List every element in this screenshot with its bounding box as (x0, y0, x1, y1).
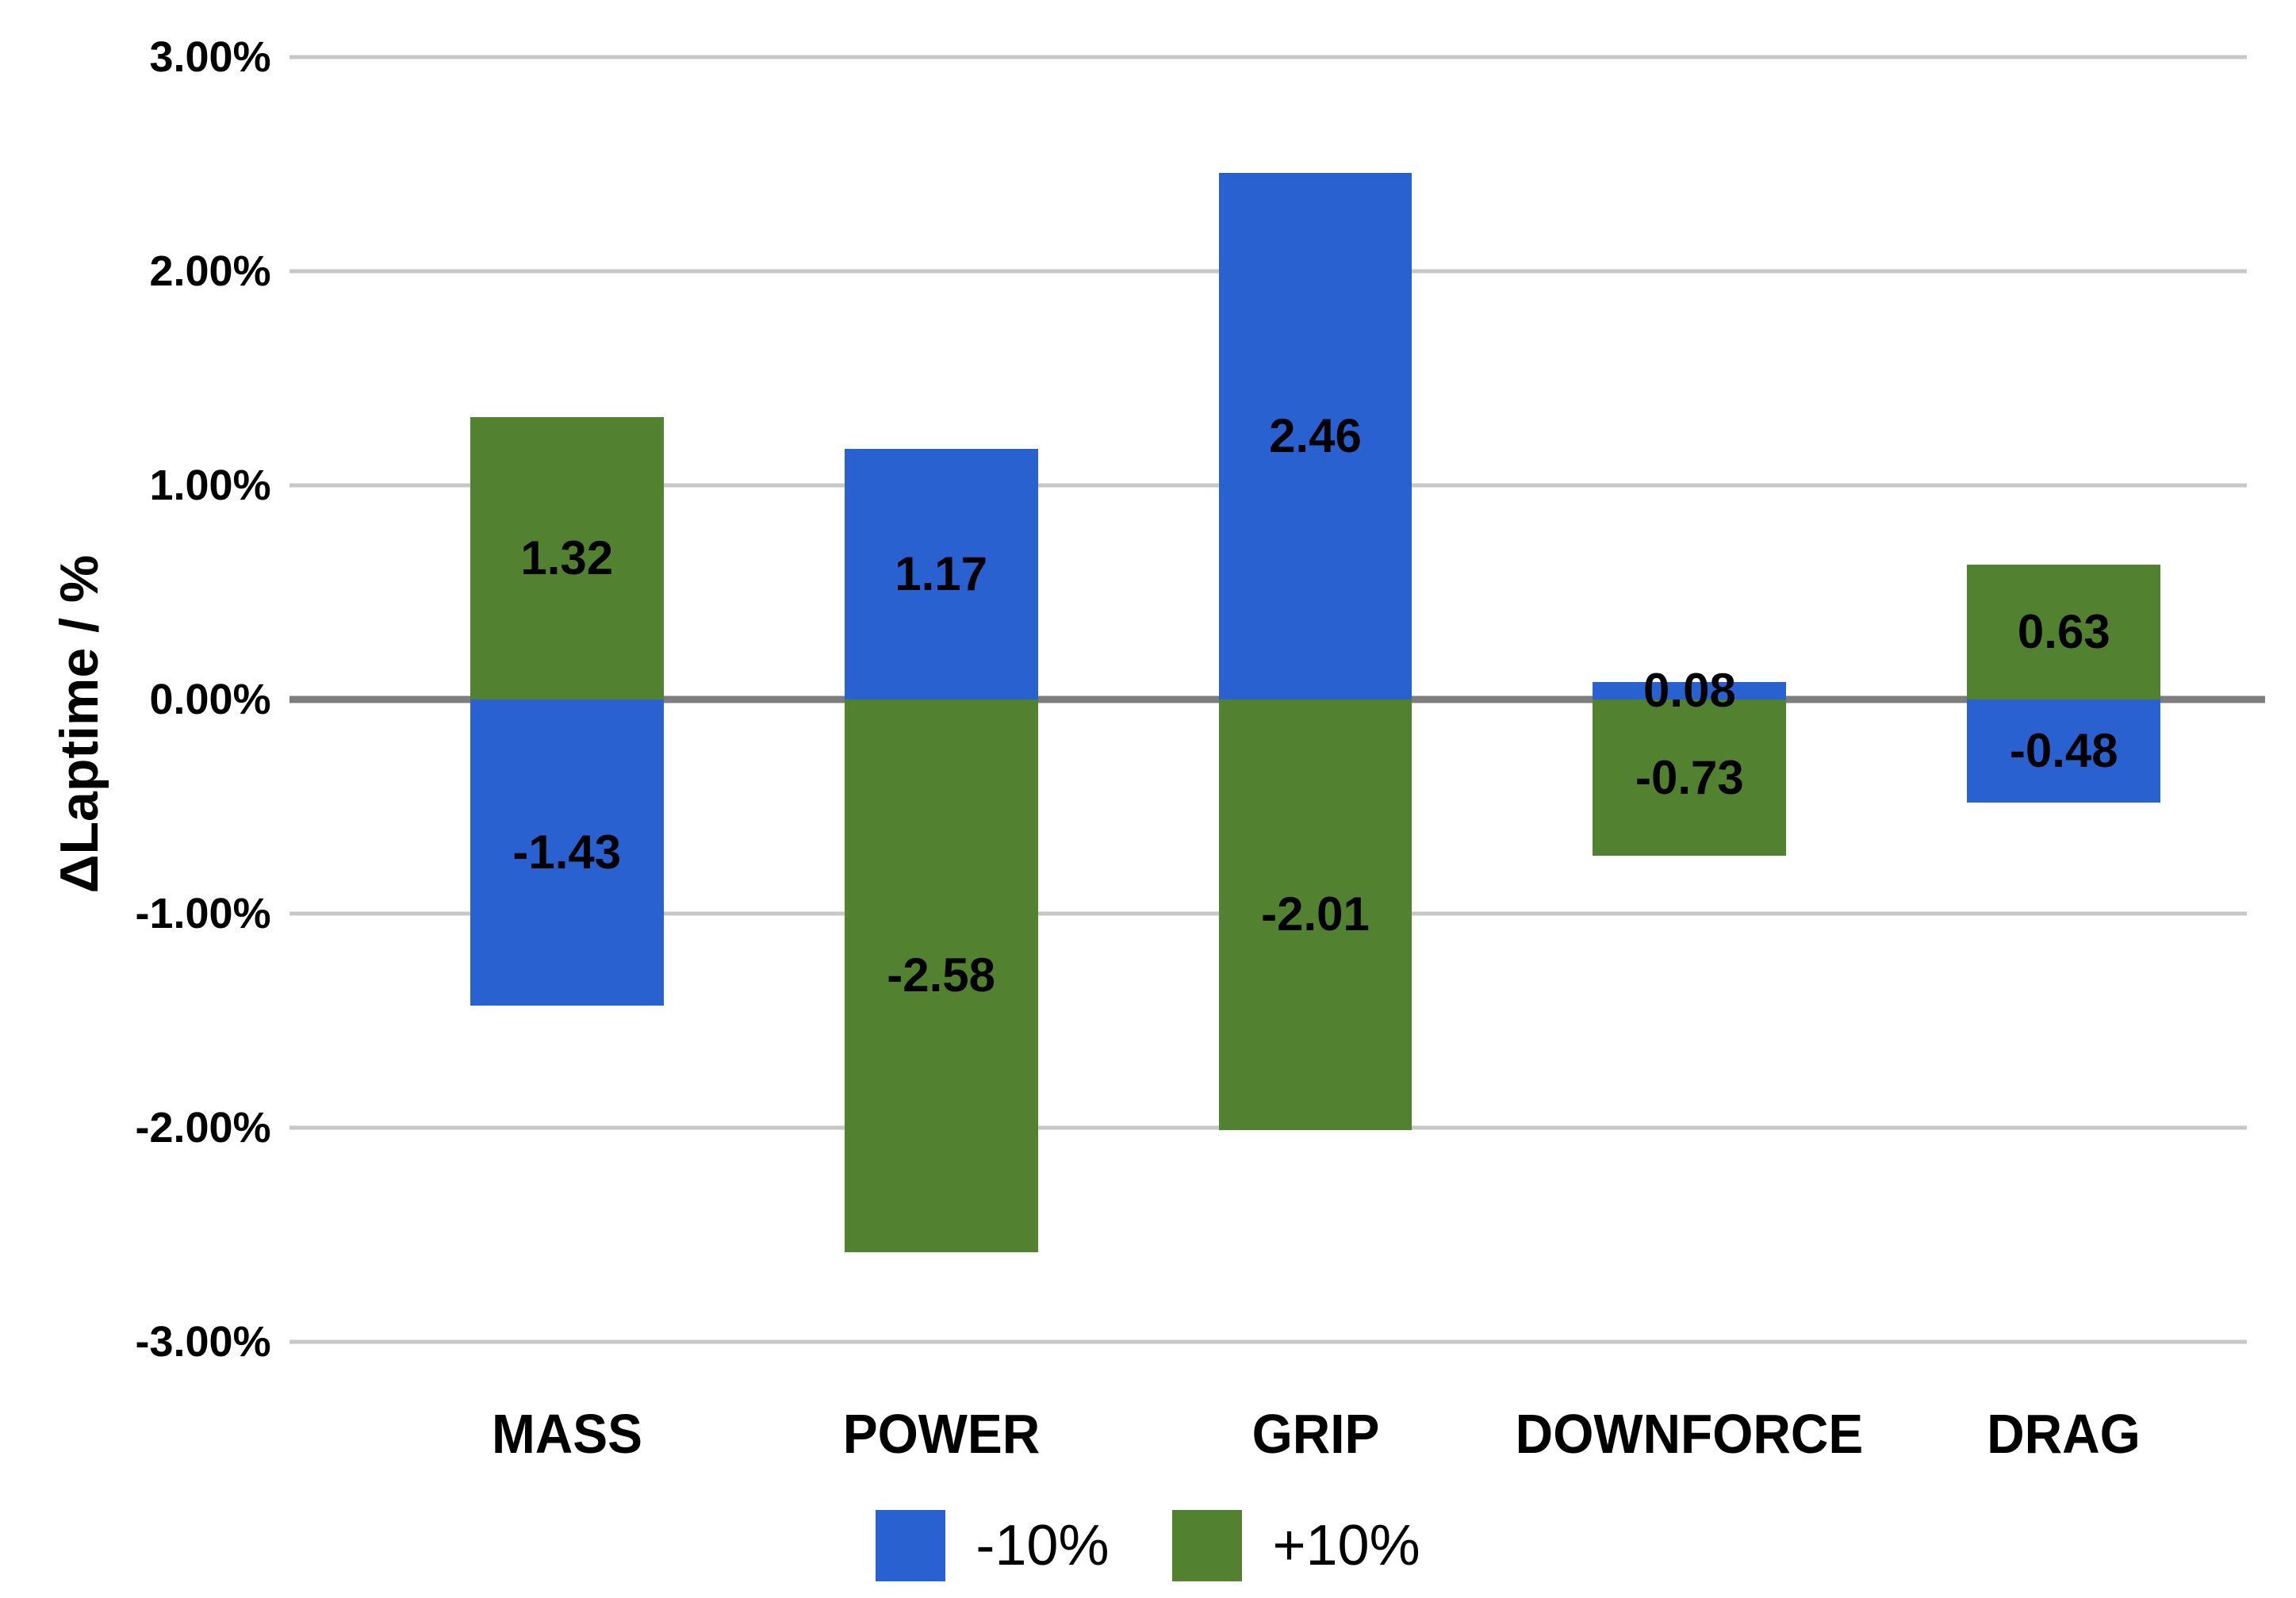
bar-value-label-mass-plus10: 1.32 (520, 531, 614, 584)
bar-downforce-minus10 (1593, 682, 1787, 699)
bar-grip-minus10 (1218, 172, 1412, 699)
y-tick-label: -2.00% (135, 1103, 271, 1152)
bar-value-label-drag-plus10: 0.63 (2017, 604, 2110, 658)
legend-swatch-plus10 (1172, 1510, 1243, 1582)
bar-mass-minus10 (470, 699, 664, 1006)
legend-label-plus10: +10% (1272, 1514, 1420, 1578)
bar-power-plus10 (844, 699, 1038, 1252)
bar-value-label-power-minus10: 1.17 (895, 547, 988, 600)
y-tick-label: 1.00% (149, 461, 271, 509)
bar-value-label-grip-plus10: -2.01 (1261, 887, 1370, 941)
gridline (289, 1339, 2247, 1344)
y-tick-label: -1.00% (135, 889, 271, 937)
y-tick-label: 3.00% (149, 33, 271, 81)
bar-value-label-mass-minus10: -1.43 (512, 826, 622, 879)
legend-swatch-minus10 (876, 1510, 946, 1582)
legend: -10% +10% (0, 1510, 2296, 1582)
category-column-drag: -0.48 0.63 DRAG (1876, 0, 2251, 1598)
bar-value-label-grip-minus10: 2.46 (1269, 408, 1362, 462)
bar-value-label-downforce-minus10: 0.08 (1643, 664, 1736, 718)
y-axis-title: ΔLaptime / % (49, 554, 109, 894)
bar-power-minus10 (844, 449, 1038, 699)
legend-item-minus10: -10% (876, 1510, 1110, 1582)
category-column-power: 1.17 -2.58 POWER (754, 0, 1129, 1598)
bar-downforce-plus10 (1593, 699, 1787, 856)
bar-value-label-downforce-plus10: -0.73 (1635, 750, 1744, 804)
bar-value-label-drag-minus10: -0.48 (2009, 723, 2118, 777)
x-category-label-power: POWER (842, 1403, 1040, 1466)
y-tick-label: 2.00% (149, 247, 271, 295)
bar-drag-minus10 (1967, 699, 2161, 803)
category-column-downforce: 0.08 -0.73 DOWNFORCE (1502, 0, 1876, 1598)
x-category-label-grip: GRIP (1251, 1403, 1379, 1466)
bar-drag-plus10 (1967, 564, 2161, 699)
category-column-grip: 2.46 -2.01 GRIP (1129, 0, 1503, 1598)
x-category-label-downforce: DOWNFORCE (1516, 1403, 1864, 1466)
x-category-label-mass: MASS (491, 1403, 642, 1466)
x-category-label-drag: DRAG (1987, 1403, 2141, 1466)
bar-value-label-power-plus10: -2.58 (887, 948, 996, 1002)
legend-label-minus10: -10% (976, 1514, 1110, 1578)
legend-item-plus10: +10% (1172, 1510, 1420, 1582)
bar-mass-plus10 (470, 416, 664, 699)
gridline (289, 55, 2247, 59)
y-tick-label: 0.00% (149, 675, 271, 723)
category-column-mass: -1.43 1.32 MASS (380, 0, 754, 1598)
y-tick-label: -3.00% (135, 1317, 271, 1366)
bar-grip-plus10 (1218, 699, 1412, 1130)
